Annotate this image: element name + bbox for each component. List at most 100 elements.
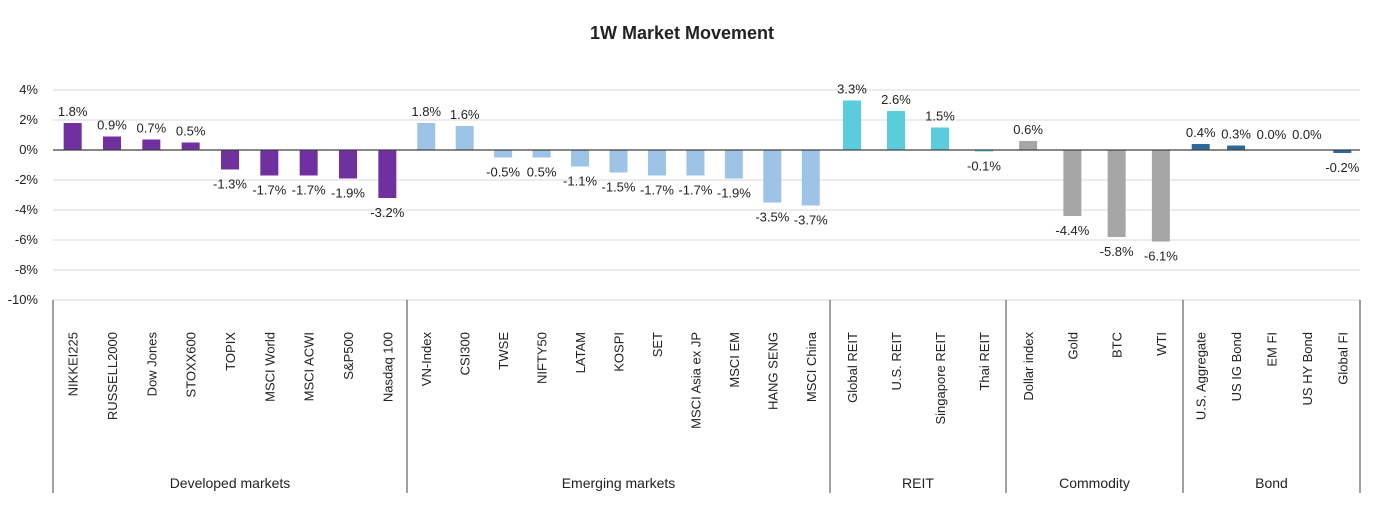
bar-msci-world xyxy=(260,150,279,176)
category-label-russell2000: RUSSELL2000 xyxy=(105,332,120,420)
data-label-em-fi: 0.0% xyxy=(1257,127,1287,142)
data-label-u-s-aggregate: 0.4% xyxy=(1186,125,1216,140)
group-label-commodity: Commodity xyxy=(1059,475,1130,491)
data-label-msci-acwi: -1.7% xyxy=(292,183,326,198)
data-label-s-p500: -1.9% xyxy=(331,186,365,201)
bar-msci-acwi xyxy=(299,150,318,176)
data-label-russell2000: 0.9% xyxy=(97,118,127,133)
category-label-us-ig-bond: US IG Bond xyxy=(1229,332,1244,401)
category-label-u-s-reit: U.S. REIT xyxy=(889,332,904,391)
bar-hang-seng xyxy=(763,150,782,203)
y-tick-label: -6% xyxy=(15,232,39,247)
group-label-emerging-markets: Emerging markets xyxy=(562,475,676,491)
data-label-hang-seng: -3.5% xyxy=(755,210,789,225)
bar-latam xyxy=(571,150,590,167)
data-label-us-ig-bond: 0.3% xyxy=(1221,127,1251,142)
data-label-twse: -0.5% xyxy=(486,165,520,180)
data-label-csi300: 1.6% xyxy=(450,107,480,122)
data-label-msci-em: -1.9% xyxy=(717,186,751,201)
category-label-thai-reit: Thai REIT xyxy=(977,332,992,391)
category-label-u-s-aggregate: U.S. Aggregate xyxy=(1194,332,1209,420)
bar-singapore-reit xyxy=(931,127,949,150)
data-label-latam: -1.1% xyxy=(563,174,597,189)
bar-kospi xyxy=(609,150,628,173)
data-label-wti: -6.1% xyxy=(1144,249,1178,264)
bar-nifty50 xyxy=(532,150,551,158)
data-label-gold: -4.4% xyxy=(1055,223,1089,238)
bar-wti xyxy=(1151,150,1170,242)
category-label-latam: LATAM xyxy=(573,332,588,373)
bar-set xyxy=(647,150,666,176)
category-label-dollar-index: Dollar index xyxy=(1021,332,1036,401)
category-label-dow-jones: Dow Jones xyxy=(144,332,159,397)
category-label-nasdaq-100: Nasdaq 100 xyxy=(380,332,395,402)
group-label-developed-markets: Developed markets xyxy=(170,475,291,491)
data-label-msci-china: -3.7% xyxy=(794,213,828,228)
group-labels: Developed markets Emerging markets REIT Com… xyxy=(170,475,1288,491)
zero-axis xyxy=(52,149,1361,493)
data-label-dow-jones: 0.7% xyxy=(137,121,167,136)
data-label-singapore-reit: 1.5% xyxy=(925,109,955,124)
data-label-u-s-reit: 2.6% xyxy=(881,92,911,107)
y-tick-label: 2% xyxy=(19,112,38,127)
category-label-twse: TWSE xyxy=(496,332,511,370)
data-label-stoxx600: 0.5% xyxy=(176,124,206,139)
bar-msci-china xyxy=(801,150,820,206)
y-tick-label: 0% xyxy=(19,142,38,157)
category-labels: NIKKEI225 RUSSELL2000 Dow Jones STOXX600 TOP… xyxy=(66,331,1351,429)
bar-us-ig-bond xyxy=(1227,145,1246,150)
gridlines xyxy=(53,89,1360,301)
category-label-msci-em: MSCI EM xyxy=(727,332,742,388)
bars xyxy=(63,100,1352,242)
bar-gold xyxy=(1063,150,1082,216)
category-label-topix: TOPIX xyxy=(223,332,238,371)
category-label-singapore-reit: Singapore REIT xyxy=(933,332,948,425)
bar-topix xyxy=(221,150,239,170)
category-label-msci-world: MSCI World xyxy=(262,332,277,402)
data-label-global-fi: -0.2% xyxy=(1325,160,1359,175)
group-label-reit: REIT xyxy=(902,475,934,491)
category-label-global-fi: Global FI xyxy=(1335,332,1350,385)
data-labels: 1.8% 0.9% 0.7% 0.5% -1.3% -1.7% -1.7% -1.9% -3.2… xyxy=(58,82,1360,264)
data-label-thai-reit: -0.1% xyxy=(967,159,1001,174)
bar-global-reit xyxy=(843,100,861,150)
bar-dollar-index xyxy=(1019,141,1038,150)
bar-csi300 xyxy=(455,126,474,150)
category-label-s-p500: S&P500 xyxy=(341,332,356,380)
bar-msci-em xyxy=(724,150,743,179)
category-label-nifty50: NIFTY50 xyxy=(535,332,550,384)
bar-u-s-aggregate xyxy=(1191,144,1210,150)
category-label-wti: WTI xyxy=(1154,332,1169,356)
data-label-nasdaq-100: -3.2% xyxy=(370,205,404,220)
category-label-nikkei225: NIKKEI225 xyxy=(66,332,81,396)
category-label-set: SET xyxy=(650,332,665,357)
category-label-msci-china: MSCI China xyxy=(804,331,819,402)
y-tick-label: -2% xyxy=(15,172,39,187)
data-label-nifty50: 0.5% xyxy=(527,165,557,180)
category-label-us-hy-bond: US HY Bond xyxy=(1300,332,1315,405)
data-label-dollar-index: 0.6% xyxy=(1013,122,1043,137)
y-tick-label: 4% xyxy=(19,82,38,97)
bar-dow-jones xyxy=(142,139,161,150)
y-axis-ticks: 4% 2% 0% -2% -4% -6% -8% -10% xyxy=(8,82,39,307)
category-label-msci-asia-ex-jp: MSCI Asia ex JP xyxy=(688,332,703,429)
category-label-em-fi: EM FI xyxy=(1265,332,1280,367)
data-label-global-reit: 3.3% xyxy=(837,82,867,97)
category-label-kospi: KOSPI xyxy=(612,332,627,372)
data-label-vn-index: 1.8% xyxy=(411,104,441,119)
data-label-kospi: -1.5% xyxy=(602,180,636,195)
y-tick-label: -8% xyxy=(15,262,39,277)
group-label-bond: Bond xyxy=(1255,475,1288,491)
data-label-set: -1.7% xyxy=(640,183,674,198)
bar-russell2000 xyxy=(103,136,121,150)
bar-msci-asia-ex-jp xyxy=(686,150,705,176)
category-label-global-reit: Global REIT xyxy=(845,332,860,403)
data-label-msci-asia-ex-jp: -1.7% xyxy=(678,183,712,198)
bar-btc xyxy=(1107,150,1126,237)
bar-nikkei225 xyxy=(63,123,82,150)
bar-s-p500 xyxy=(339,150,357,179)
bar-thai-reit xyxy=(975,150,993,152)
category-label-hang-seng: HANG SENG xyxy=(765,332,780,410)
category-label-stoxx600: STOXX600 xyxy=(184,332,199,398)
